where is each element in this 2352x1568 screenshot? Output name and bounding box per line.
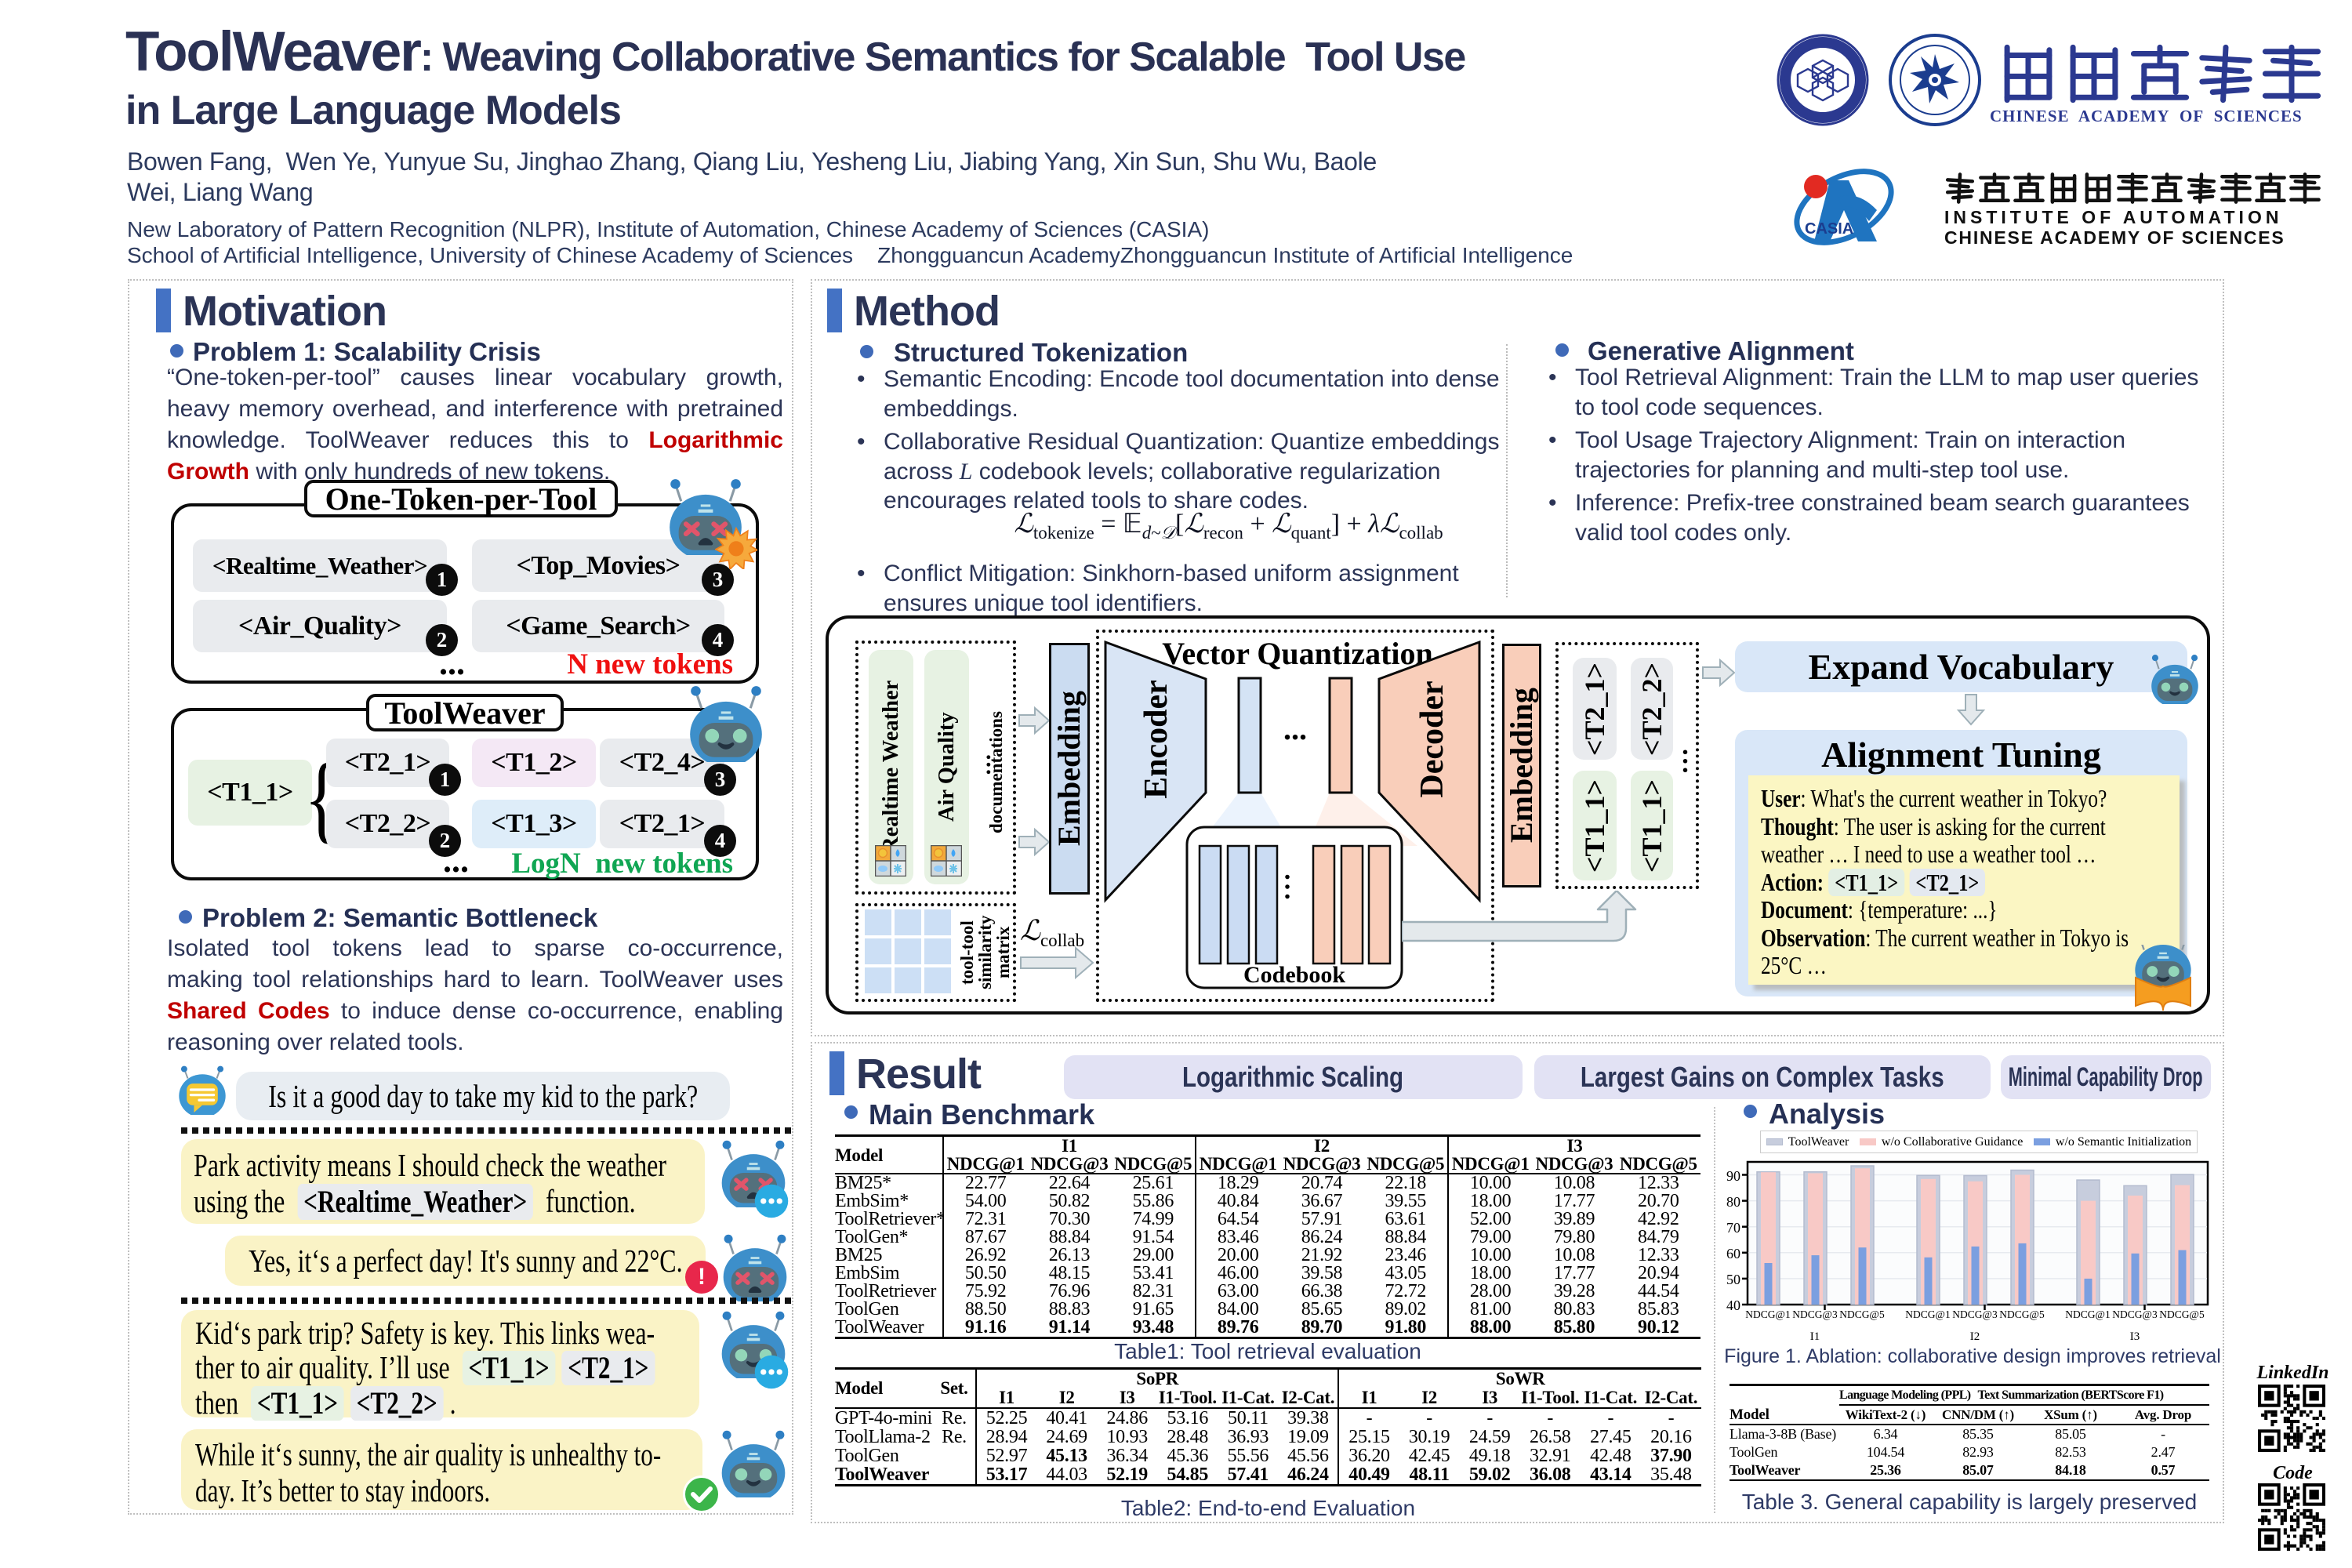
svg-text:CASIA: CASIA xyxy=(1805,220,1853,238)
svg-text:Codebook: Codebook xyxy=(1243,962,1345,988)
svg-text:...: ... xyxy=(1283,711,1307,746)
svg-text:Decoder: Decoder xyxy=(1414,681,1450,797)
svg-text:...: ... xyxy=(1279,873,1308,903)
svg-text:Encoder: Encoder xyxy=(1138,680,1174,799)
